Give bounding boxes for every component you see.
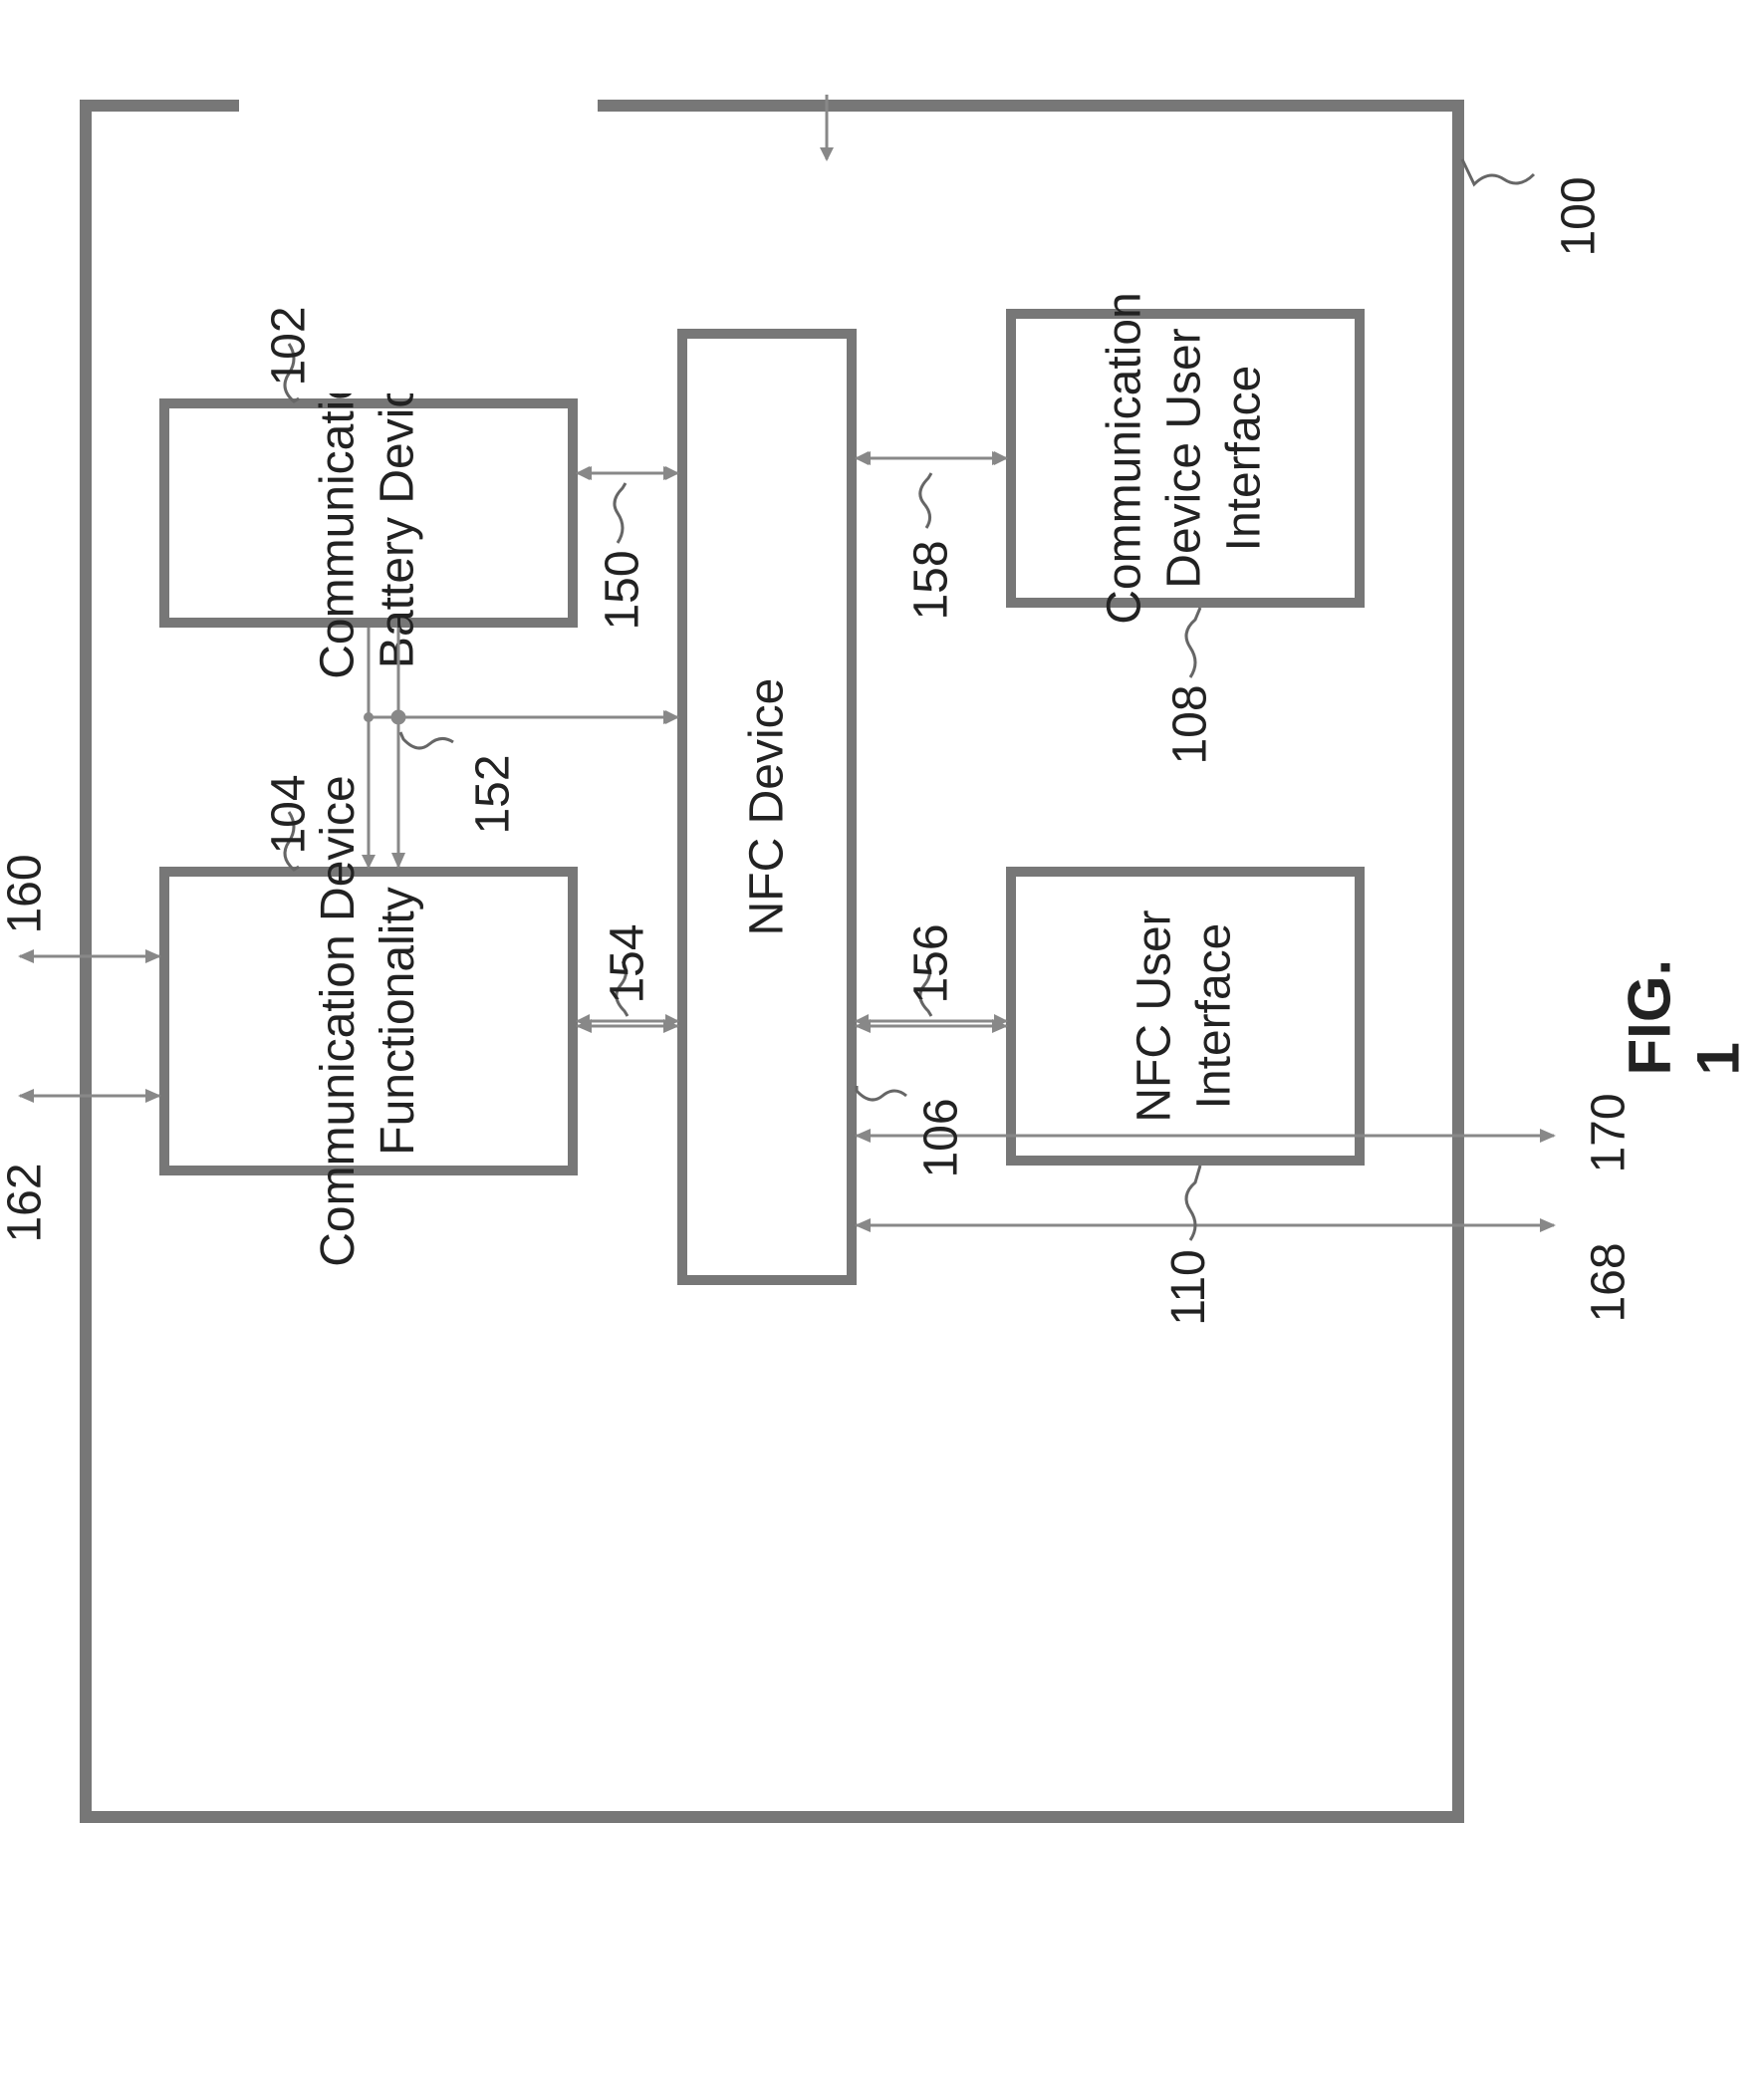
figure-caption: FIG. 1 bbox=[1616, 915, 1753, 1076]
diagram-canvas: Communication Battery Device Communicati… bbox=[0, 0, 1764, 2082]
ref-104: 104 bbox=[262, 774, 317, 854]
ref-106: 106 bbox=[914, 1098, 969, 1177]
ref-152: 152 bbox=[466, 754, 521, 834]
ref-158: 158 bbox=[904, 540, 959, 620]
ref-168: 168 bbox=[1582, 1242, 1637, 1322]
ref-150: 150 bbox=[596, 550, 650, 630]
ref-156: 156 bbox=[904, 923, 959, 1003]
ref-162: 162 bbox=[0, 1163, 53, 1242]
ref-102: 102 bbox=[262, 306, 317, 386]
ref-160: 160 bbox=[0, 854, 53, 933]
ref-154: 154 bbox=[601, 923, 655, 1003]
ref-110: 110 bbox=[1161, 1249, 1216, 1326]
ref-108: 108 bbox=[1163, 684, 1218, 764]
ref-170: 170 bbox=[1582, 1093, 1637, 1172]
ref-100: 100 bbox=[1552, 176, 1607, 256]
